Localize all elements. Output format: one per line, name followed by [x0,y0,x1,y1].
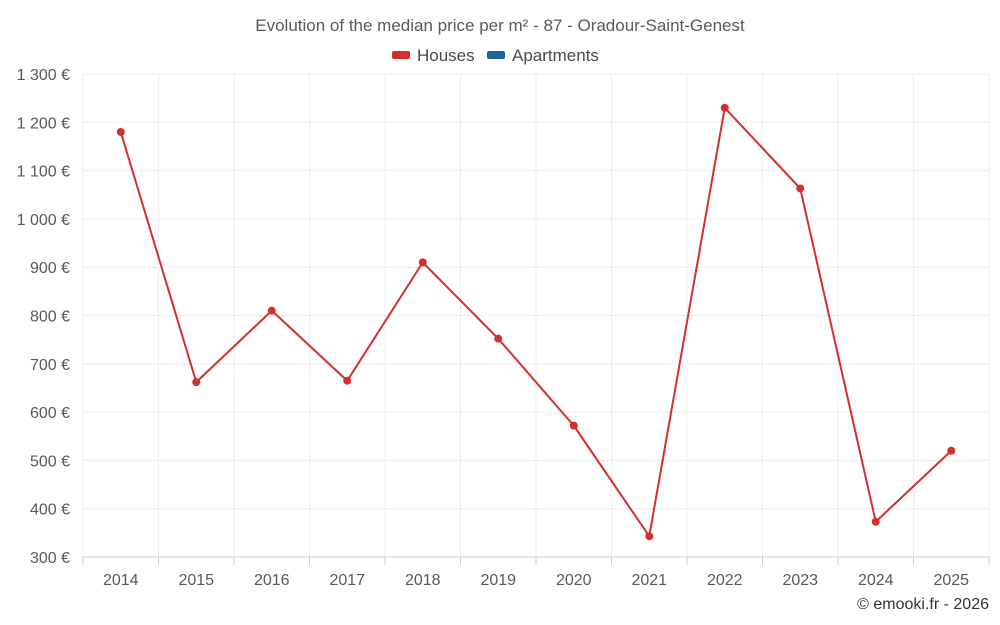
x-tick-label: 2018 [405,572,441,589]
y-tick-label: 600 € [30,405,70,422]
x-tick-label: 2016 [254,572,290,589]
legend-label-houses: Houses [417,46,475,65]
data-point-2025 [947,446,956,455]
y-tick-label: 1 000 € [17,212,70,229]
x-tick-label: 2023 [782,572,818,589]
legend-label-apartments: Apartments [512,46,599,65]
credit-text: © emooki.fr - 2026 [857,596,989,613]
x-tick-label: 2025 [933,572,969,589]
x-tick-label: 2019 [480,572,516,589]
x-tick-label: 2020 [556,572,592,589]
data-point-2021 [645,532,654,541]
y-tick-label: 300 € [30,550,70,567]
y-axis: 300 € 400 € 500 € 600 € 700 € 800 € 900 € 1 000… [17,67,70,567]
x-tick-label: 2024 [858,572,894,589]
data-point-2014 [116,127,125,136]
y-tick-label: 400 € [30,502,70,519]
data-point-2022 [720,103,729,112]
series-line-houses [119,106,952,538]
data-point-2023 [796,184,805,193]
chart-title: Evolution of the median price per m² - 8… [255,16,745,35]
x-tick-label: 2017 [329,572,365,589]
x-tick-label: 2022 [707,572,743,589]
data-point-2015 [192,378,201,387]
y-tick-label: 700 € [30,357,70,374]
x-tick-label: 2021 [631,572,667,589]
x-tick-label: 2014 [103,572,139,589]
series-layer [116,103,956,541]
y-tick-label: 1 100 € [17,164,70,181]
data-point-2019 [494,334,503,343]
x-axis: 2014 2015 2016 2017 2018 2019 2020 2021 2022 2023… [82,556,990,589]
data-point-2017 [343,376,352,385]
y-tick-label: 900 € [30,260,70,277]
y-tick-label: 500 € [30,453,70,470]
data-point-2024 [871,517,880,526]
grid [82,73,990,557]
data-point-2018 [418,258,427,267]
x-tick-label: 2015 [178,572,214,589]
data-point-2016 [267,306,276,315]
y-tick-label: 1 200 € [17,115,70,132]
y-tick-label: 800 € [30,309,70,326]
y-tick-label: 1 300 € [17,67,70,84]
legend-swatch-apartments [487,51,505,59]
legend-swatch-houses [392,51,410,59]
legend: Houses Apartments [392,46,599,65]
data-point-2020 [569,421,578,430]
